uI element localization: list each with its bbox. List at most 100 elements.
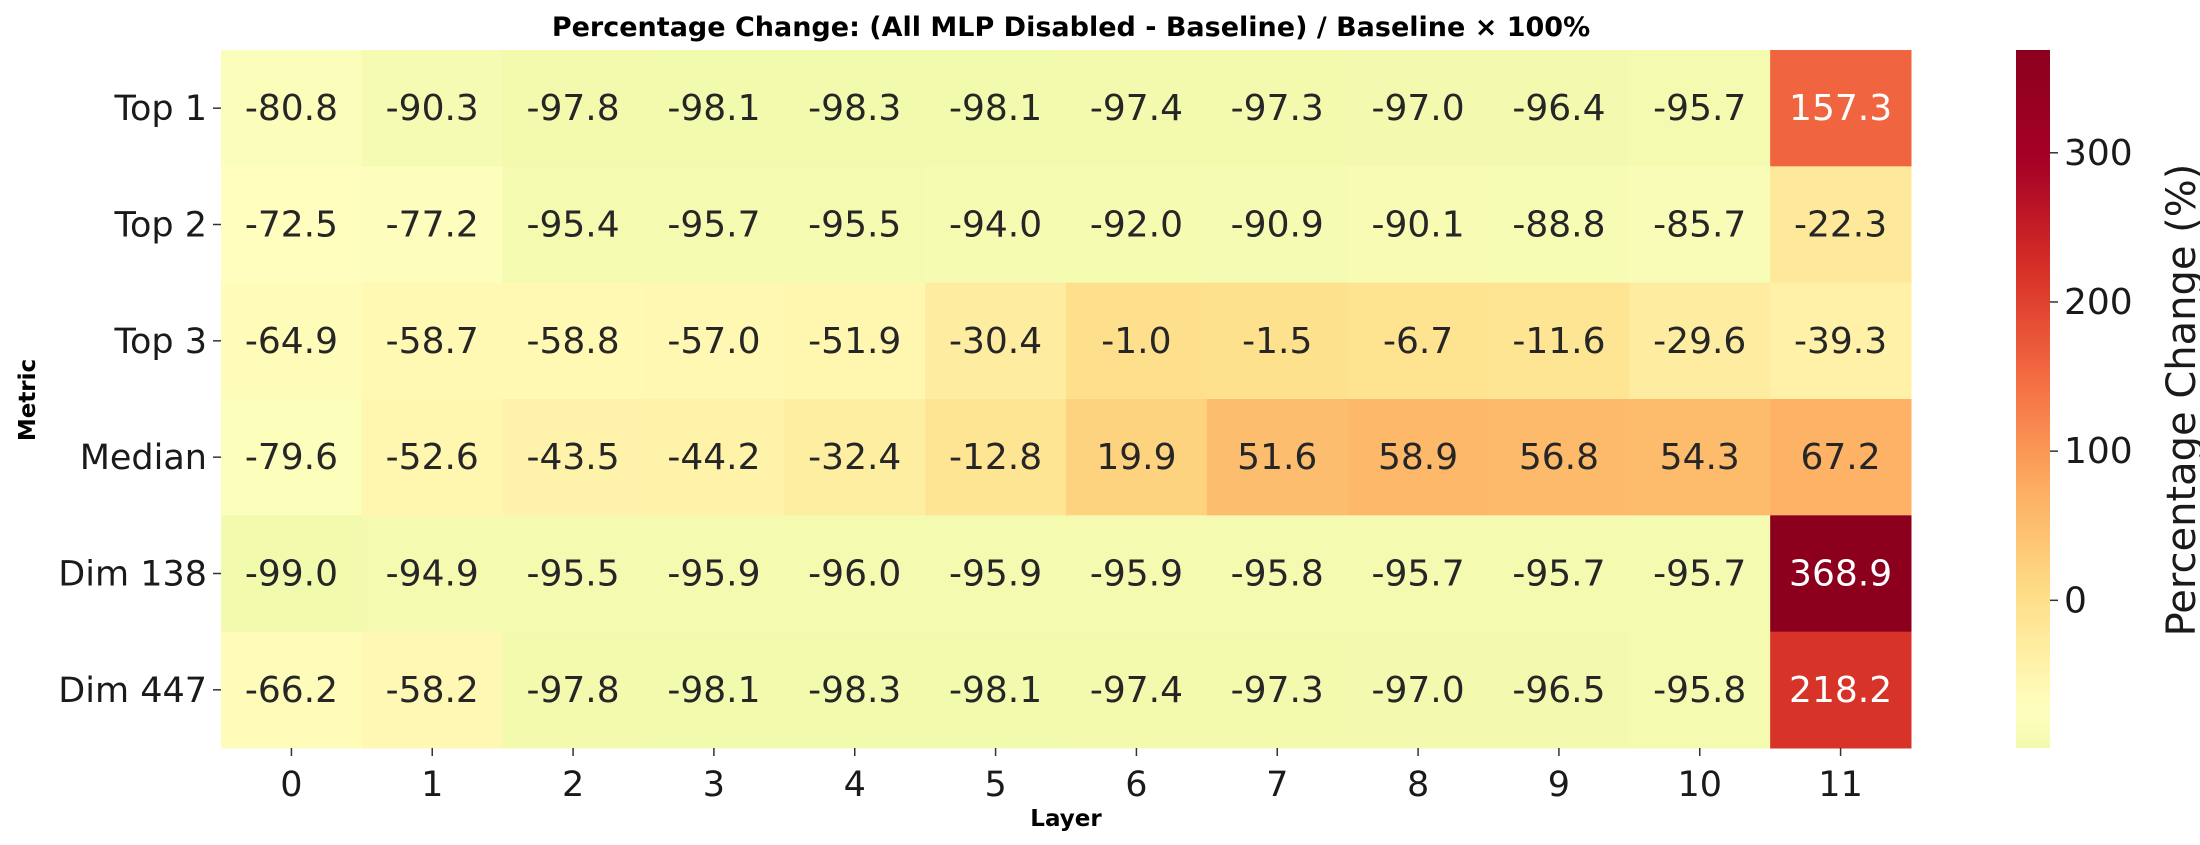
cell-value-label: -95.7	[1372, 554, 1465, 595]
cell-value-label: -79.6	[245, 437, 338, 478]
heatmap-cell	[925, 50, 1067, 167]
cell-value-label: -90.3	[386, 88, 479, 129]
cell-value-label: -51.9	[808, 321, 901, 362]
colorbar-label: Percentage Change (%)	[2159, 164, 2200, 637]
heatmap-cell	[925, 399, 1067, 516]
cell-value-label: -97.0	[1372, 670, 1465, 711]
heatmap-cell	[221, 166, 363, 284]
colorbar-tick-label: 100	[2064, 431, 2133, 472]
cell-value-label: -97.3	[1231, 88, 1324, 129]
heatmap-cell	[221, 631, 363, 749]
heatmap-cell	[1206, 399, 1349, 516]
cell-value-label: 56.8	[1519, 437, 1599, 478]
cell-value-label: -58.7	[386, 321, 479, 362]
heatmap-cell	[1770, 282, 1912, 400]
heatmap-cell	[221, 50, 363, 167]
heatmap-cell	[1206, 166, 1349, 284]
heatmap-cell	[1770, 631, 1912, 749]
heatmap-cell	[1629, 631, 1771, 749]
heatmap-cell	[1066, 166, 1208, 284]
heatmap-cell	[502, 50, 644, 167]
cell-value-label: -95.4	[527, 205, 620, 246]
cell-value-label: -1.5	[1242, 321, 1312, 362]
heatmap-cell	[784, 166, 926, 284]
cell-value-label: -98.3	[808, 670, 901, 711]
cell-value-label: -97.8	[527, 88, 620, 129]
cell-value-label: -98.1	[667, 88, 760, 129]
heatmap-cell	[1347, 515, 1489, 633]
heatmap-cell	[1347, 631, 1489, 749]
colorbar-tick-label: 0	[2064, 580, 2087, 621]
heatmap-cell	[784, 631, 926, 749]
cell-value-label: 19.9	[1096, 437, 1176, 478]
cell-value-label: -97.4	[1090, 670, 1183, 711]
heatmap-cell	[784, 515, 926, 633]
heatmap-cell	[361, 399, 504, 516]
x-tick-label: 6	[1125, 765, 1147, 805]
heatmap-cell	[1488, 631, 1630, 749]
cell-value-label: -95.7	[1512, 554, 1605, 595]
colorbar: 0 100 200 300 Percentage Change (%)	[2016, 50, 2200, 748]
cell-value-label: -97.4	[1090, 88, 1183, 129]
cell-value-label: -96.5	[1512, 670, 1605, 711]
cell-value-label: -95.9	[949, 554, 1042, 595]
heatmap-cell	[1066, 631, 1208, 749]
heatmap-cell	[1629, 282, 1771, 400]
y-tick-label: Top 2	[114, 206, 207, 246]
heatmap-cell	[1488, 50, 1630, 167]
heatmap-cell	[1488, 282, 1630, 400]
heatmap-cell	[643, 282, 785, 400]
heatmap-cell	[643, 50, 785, 167]
x-tick-label: 11	[1818, 765, 1863, 805]
colorbar-tick-label: 300	[2064, 133, 2133, 174]
cell-value-label: -88.8	[1512, 205, 1605, 246]
cell-value-label: -85.7	[1653, 205, 1746, 246]
cell-value-label: 58.9	[1378, 437, 1458, 478]
x-tick-label: 9	[1548, 765, 1570, 805]
heatmap-cell	[221, 282, 363, 400]
x-tick-label: 7	[1266, 765, 1288, 805]
heatmap-cell	[643, 631, 785, 749]
cell-value-label: -52.6	[386, 437, 479, 478]
heatmap-cell	[1629, 399, 1771, 516]
x-tick-label: 1	[421, 765, 443, 805]
cell-value-label: -94.0	[949, 205, 1042, 246]
colorbar-gradient	[2016, 50, 2050, 748]
cell-value-label: -66.2	[245, 670, 338, 711]
heatmap-cell	[361, 50, 504, 167]
cell-value-label: -1.0	[1101, 321, 1171, 362]
cell-value-label: -72.5	[245, 205, 338, 246]
cell-value-label: -95.5	[527, 554, 620, 595]
heatmap-cell	[1066, 282, 1208, 400]
x-tick-label: 0	[280, 765, 302, 805]
cell-value-label: -94.9	[386, 554, 479, 595]
cell-value-label: -92.0	[1090, 205, 1183, 246]
cell-value-label: -58.2	[386, 670, 479, 711]
x-axis-ticks: 0 1 2 3 4 5 6 7 8 9 10 11	[280, 748, 1863, 805]
cell-value-label: -98.1	[949, 88, 1042, 129]
heatmap-cell	[502, 282, 644, 400]
heatmap-cell	[925, 631, 1067, 749]
heatmap-cell	[1347, 166, 1489, 284]
heatmap-cells: -80.8 -90.3 -97.8 -98.1 -98.3 -98.1 -97.4 -97.3…	[221, 50, 1912, 749]
cell-value-label: -58.8	[527, 321, 620, 362]
heatmap-cell	[643, 399, 785, 516]
y-tick-label: Top 3	[114, 322, 207, 362]
heatmap-cell	[1488, 166, 1630, 284]
cell-value-label: -12.8	[949, 437, 1042, 478]
cell-value-label: 67.2	[1801, 437, 1881, 478]
cell-value-label: -99.0	[245, 554, 338, 595]
cell-value-label: -95.5	[808, 205, 901, 246]
heatmap-cell	[502, 631, 644, 749]
cell-value-label: -64.9	[245, 321, 338, 362]
chart-title: Percentage Change: (All MLP Disabled - B…	[552, 12, 1590, 43]
heatmap-cell	[502, 399, 644, 516]
heatmap-cell	[1347, 399, 1489, 516]
cell-value-label: -90.9	[1231, 205, 1324, 246]
heatmap-cell	[643, 166, 785, 284]
heatmap-cell	[784, 50, 926, 167]
y-axis-label: Metric	[15, 359, 41, 441]
heatmap-cell	[361, 515, 504, 633]
heatmap-cell	[1629, 50, 1771, 167]
heatmap-cell	[361, 631, 504, 749]
